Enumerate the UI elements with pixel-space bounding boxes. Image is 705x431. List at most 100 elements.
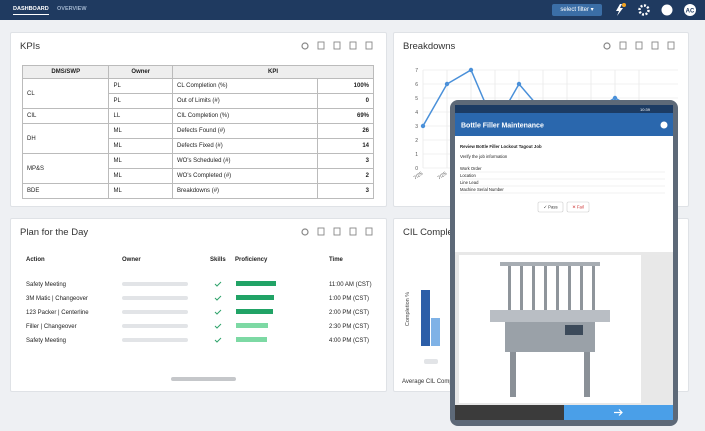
job-heading: Review Bottle Filler Lockout Tagout Job [460,144,542,149]
panel-icon[interactable] [349,41,357,50]
plan-panel: Plan for the Day Action Owner Skills Profic… [10,218,387,392]
back-button[interactable] [455,405,564,420]
tablet: 10:39 Bottle Filler Maintenance Review B… [450,100,678,426]
user-icon[interactable] [660,121,668,129]
panel-icon[interactable] [317,227,325,236]
action: 123 Packer | Centerline [26,310,89,316]
nav-icons: AC [616,3,696,16]
bar-shadow [424,359,438,364]
avatar-initials: AC [686,9,695,15]
proficiency-bar [236,295,274,300]
nozzle [556,266,559,310]
kpi-panel: KPIs DMS/SWP Owner KPI CL PL CL Completion (%… [10,32,387,207]
kpi-row: DH ML Defects Found (#) 26 [21,123,374,154]
panel-icon[interactable] [365,227,373,236]
kpi-cell: ML [108,183,174,199]
panel-icon[interactable] [333,227,341,236]
panel-icon[interactable] [317,41,325,50]
action: Safety Meeting [26,282,66,288]
filter-button[interactable]: select filter ▾ [552,4,602,16]
panel-title: KPIs [20,41,41,52]
fail-button[interactable] [566,201,590,213]
proficiency-bar [236,281,276,286]
nozzle [532,266,535,310]
y-tick-label: 7 [415,68,418,74]
group-cell: BDE [21,183,110,199]
time: 4:00 PM (CST) [329,338,369,344]
panel-icon[interactable] [301,42,309,50]
tab-dashboard[interactable]: DASHBOARD [13,6,49,15]
machine-image [459,255,641,403]
kpi-cell: WO's Completed (#) [172,168,319,184]
status-time: 10:39 [640,107,651,112]
time: 2:00 PM (CST) [329,310,369,316]
kpi-row: ML WO's Completed (#) 2 [23,168,374,184]
skill-check [214,337,222,343]
y-tick-label: 5 [415,96,418,102]
action: Safety Meeting [26,338,66,344]
cil-chart: Completion % Average CIL Completion [402,290,467,385]
tab-overview[interactable]: OVERVIEW [57,6,87,12]
panel-icon[interactable] [365,41,373,50]
column-header: Proficiency [235,257,268,263]
job-field: Work Order [460,166,482,171]
column-header: Skills [210,257,226,263]
time: 2:30 PM (CST) [329,324,369,330]
kpi-value: 14 [317,138,374,154]
group-cell: MP&S [21,153,110,184]
nozzle [508,266,511,310]
chart-footer: Average CIL Completion [402,379,467,385]
panel-icon[interactable] [301,228,309,236]
time: 1:00 PM (CST) [329,296,369,302]
panel-icon[interactable] [619,41,627,50]
y-tick-label: 2 [415,138,418,144]
kpi-value: 2 [317,168,374,184]
kpi-table: DMS/SWP Owner KPI CL PL CL Completion (%) 100%… [21,65,374,199]
panel-icon[interactable] [667,41,675,50]
panel-icon[interactable] [651,41,659,50]
panel-icon[interactable] [603,42,611,50]
kpi-cell: CIL Completion (%) [172,108,319,124]
panel-icons [301,227,373,236]
skill-check [214,281,222,287]
kpi-cell: WO's Scheduled (#) [172,153,319,169]
kpi-value: 100% [317,78,374,94]
proficiency-bar [236,323,268,328]
kpi-row: CL PL CL Completion (%) 100% [21,78,374,109]
alerts-icon[interactable] [616,4,623,16]
settings-icon[interactable] [638,4,650,16]
kpi-cell: CL Completion (%) [172,78,319,94]
next-arrow [614,409,623,416]
kpi-row: CIL LL CIL Completion (%) 69% [21,108,374,124]
panel-title: Breakdowns [403,41,456,52]
kpi-cell: PL [108,78,174,94]
panel-icons [603,41,675,50]
kpi-cell: Defects Found (#) [172,123,319,139]
group-cell: CIL [21,108,110,124]
kpi-cell: ML [108,153,174,169]
pass-button[interactable] [537,201,564,213]
y-tick-label: 1 [415,152,418,158]
top-nav: DASHBOARD OVERVIEW select filter ▾ AC [0,0,705,20]
panel-icon[interactable] [349,227,357,236]
panel-icon[interactable] [333,41,341,50]
x-tick-label: 7/25 [437,171,449,182]
avatar[interactable] [684,4,696,16]
panel-title: Plan for the Day [20,227,89,238]
y-tick-label: 0 [415,166,418,172]
point [468,67,474,73]
action: 3M Matic | Changeover [26,296,88,302]
panel-icon[interactable] [635,41,643,50]
point [444,81,450,87]
kpi-cell: ML [108,138,174,154]
owner-placeholder [122,282,188,286]
x-tick-label: 7/25 [413,171,425,182]
owner-placeholder [122,310,188,314]
help-icon[interactable] [661,4,673,16]
header-row: DMS/SWP Owner KPI [21,65,374,79]
column-header: Time [329,257,344,263]
point [612,95,618,101]
owner-placeholder [122,324,188,328]
scrollbar[interactable] [171,377,236,381]
